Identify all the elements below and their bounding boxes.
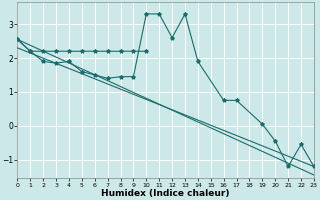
X-axis label: Humidex (Indice chaleur): Humidex (Indice chaleur) (101, 189, 230, 198)
